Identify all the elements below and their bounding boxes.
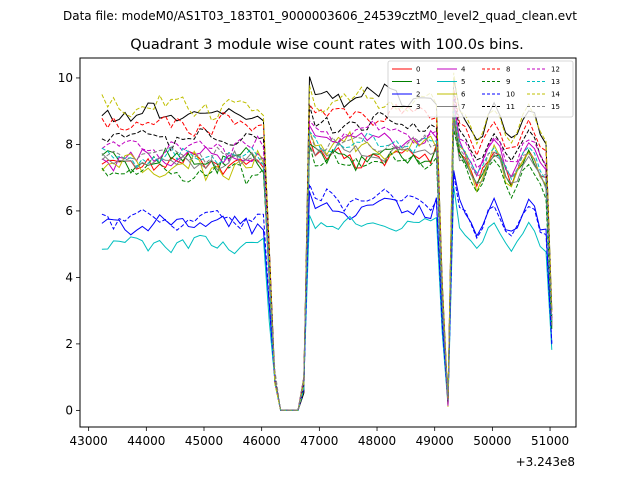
x-tick-label: 46000: [243, 434, 281, 448]
legend-label-11: 11: [506, 103, 515, 111]
x-offset-label: +3.243e8: [516, 455, 575, 469]
legend-label-14: 14: [551, 91, 560, 99]
series-line-13: [101, 109, 553, 411]
legend-label-15: 15: [551, 103, 560, 111]
x-tick-label: 48000: [358, 434, 396, 448]
legend-label-8: 8: [506, 66, 510, 74]
y-tick-label: 6: [65, 204, 73, 218]
x-axis: 43000 44000 45000 46000 47000 48000 49000 50000…: [70, 427, 569, 448]
legend-label-3: 3: [416, 103, 420, 111]
y-tick-label: 0: [65, 403, 73, 417]
legend-label-1: 1: [416, 78, 420, 86]
series-line-7: [101, 120, 553, 411]
legend-label-7: 7: [461, 103, 465, 111]
series-line-2: [101, 170, 553, 411]
legend-label-5: 5: [461, 78, 465, 86]
series-line-3: [101, 76, 553, 411]
y-tick-label: 2: [65, 337, 73, 351]
y-axis: 0 2 4 6 8 10: [58, 71, 80, 417]
y-tick-label: 10: [58, 71, 73, 85]
x-tick-label: 51000: [531, 434, 569, 448]
series-line-11: [101, 93, 553, 411]
series-line-14: [101, 72, 553, 411]
series-line-9: [101, 129, 553, 411]
legend-frame: [387, 60, 574, 118]
y-tick-label: 8: [65, 137, 73, 151]
chart-title: Quadrant 3 module wise count rates with …: [130, 37, 524, 53]
legend-label-10: 10: [506, 91, 515, 99]
x-tick-label: 47000: [300, 434, 338, 448]
legend-label-0: 0: [416, 66, 420, 74]
legend-label-2: 2: [416, 91, 420, 99]
plot-lines: [101, 72, 553, 411]
legend-label-13: 13: [551, 78, 560, 86]
x-tick-label: 49000: [416, 434, 454, 448]
x-tick-label: 44000: [127, 434, 165, 448]
x-tick-label: 45000: [185, 434, 223, 448]
y-tick-label: 4: [65, 270, 73, 284]
x-tick-label: 50000: [473, 434, 511, 448]
series-line-15: [101, 115, 553, 411]
x-tick-label: 43000: [70, 434, 108, 448]
legend-label-12: 12: [551, 66, 560, 74]
legend-label-4: 4: [461, 66, 466, 74]
series-line-5: [101, 186, 553, 411]
series-line-12: [101, 97, 553, 411]
series-line-10: [101, 174, 553, 411]
legend-label-9: 9: [506, 78, 510, 86]
plot-frame: [79, 57, 577, 428]
legend-label-6: 6: [461, 91, 466, 99]
chart-suptitle: Data file: modeM0/AS1T03_183T01_90000036…: [63, 9, 577, 23]
